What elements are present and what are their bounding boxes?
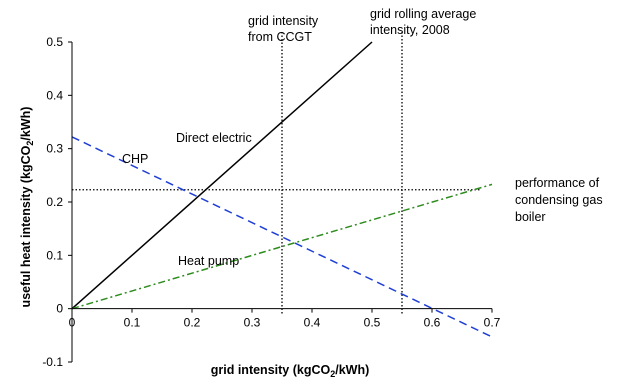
- chp-label: CHP: [122, 152, 148, 166]
- x-tick-label: 0.2: [184, 316, 201, 330]
- y-tick-label: 0.4: [46, 88, 63, 102]
- x-axis-title: grid intensity (kgCO2/kWh): [211, 363, 370, 379]
- y-axis-title-main: useful heat intensity (kgCO: [19, 145, 33, 307]
- series-line-chp: [71, 136, 493, 338]
- ccgt-label-line-2: from CCGT: [248, 30, 312, 44]
- x-axis-title-subscript: 2: [330, 369, 335, 379]
- y-axis-title-end: /kWh): [19, 107, 33, 141]
- plot-area: [71, 32, 493, 338]
- ccgt-reference-label: grid intensity from CCGT: [248, 14, 322, 44]
- series-line-heat-pump: [71, 183, 493, 310]
- x-tick-label: 0.5: [364, 316, 381, 330]
- y-tick-label: -0.1: [42, 355, 63, 369]
- boiler-label-line-2: condensing gas: [515, 193, 603, 207]
- series-line-direct-electric: [71, 41, 373, 310]
- y-tick-label: 0.1: [46, 248, 63, 262]
- x-axis-title-main: grid intensity (kgCO: [211, 363, 331, 377]
- rolling-average-reference-label: grid rolling average intensity, 2008: [370, 7, 480, 37]
- boiler-label-line-1: performance of: [515, 176, 600, 190]
- boiler-reference-label: performance of condensing gas boiler: [515, 176, 606, 224]
- rolling-average-label-line-1: grid rolling average: [370, 7, 476, 21]
- direct-electric-label: Direct electric: [176, 131, 252, 145]
- axes: -0.1 0 0.1 0.2 0.3 0.4 0.5 0 0.1 0.2 0.3 0.4 0.5 0.6 0…: [42, 35, 500, 369]
- y-tick-label: 0.3: [46, 142, 63, 156]
- x-tick-label: 0.7: [484, 316, 501, 330]
- boiler-label-line-3: boiler: [515, 210, 546, 224]
- y-tick-label: 0.5: [46, 35, 63, 49]
- y-axis-title: useful heat intensity (kgCO2/kWh): [19, 107, 35, 308]
- rolling-average-label-line-2: intensity, 2008: [370, 23, 450, 37]
- x-tick-label: 0.6: [424, 316, 441, 330]
- ccgt-label-line-1: grid intensity: [248, 14, 319, 28]
- y-axis-title-subscript: 2: [25, 141, 35, 146]
- heat-pump-label: Heat pump: [178, 254, 239, 268]
- x-tick-label: 0.3: [244, 316, 261, 330]
- y-tick-label: 0.2: [46, 195, 63, 209]
- x-axis-title-end: /kWh): [335, 363, 369, 377]
- x-tick-label: 0.4: [304, 316, 321, 330]
- x-tick-label: 0.1: [124, 316, 141, 330]
- y-tick-label: 0: [56, 302, 63, 316]
- x-tick-label: 0: [69, 316, 76, 330]
